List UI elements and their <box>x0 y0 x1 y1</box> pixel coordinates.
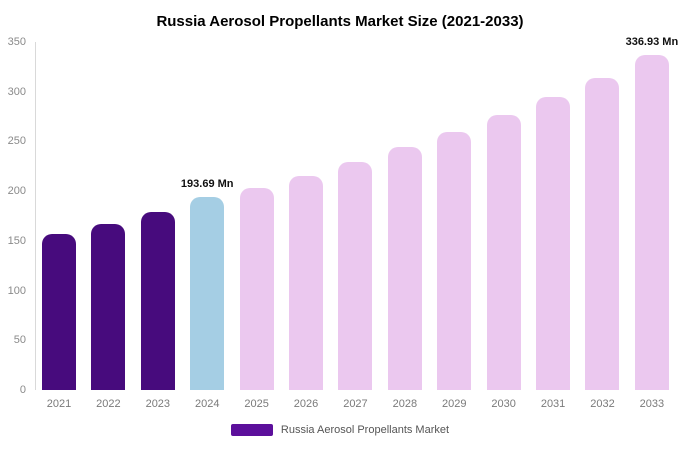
bar-group: 193.69 Mn 2024 <box>181 42 234 410</box>
legend-swatch <box>230 424 273 436</box>
plot-area: 2021 2022 2023 193.69 Mn 2024 2025 2026 2027 202… <box>35 36 679 410</box>
x-tick-label: 2030 <box>491 398 516 410</box>
y-tick-label: 300 <box>7 85 26 98</box>
x-tick-label: 2029 <box>442 398 467 410</box>
bar-group: 2026 <box>289 42 324 410</box>
bar-group: 2028 <box>387 42 422 410</box>
bar-group: 2027 <box>338 42 373 410</box>
bar <box>42 233 76 390</box>
bar-group: 2021 <box>42 42 76 410</box>
bar <box>91 224 126 390</box>
y-axis: 0 50 100 150 200 250 300 350 <box>0 36 30 396</box>
legend-label: Russia Aerosol Propellants Market <box>280 424 450 436</box>
bar <box>387 147 422 390</box>
bar-group: 2032 <box>585 42 620 410</box>
bar <box>140 212 175 390</box>
bar-group: 2023 <box>140 42 175 410</box>
chart-title: Russia Aerosol Propellants Market Size (… <box>156 13 524 30</box>
y-tick-label: 0 <box>19 384 26 396</box>
bar <box>190 197 225 390</box>
bar <box>338 162 373 390</box>
y-tick-label: 50 <box>13 334 26 347</box>
x-tick-label: 2032 <box>590 398 615 410</box>
y-tick-label: 100 <box>7 284 26 297</box>
y-tick-label: 250 <box>7 135 26 148</box>
bar-group: 2030 <box>486 42 521 410</box>
x-tick-label: 2022 <box>96 398 121 410</box>
bar-group: 2031 <box>536 42 571 410</box>
x-tick-label: 2024 <box>194 398 220 410</box>
bar-annotation: 336.93 Mn <box>625 36 679 48</box>
bar <box>239 188 274 390</box>
bar-group: 2025 <box>239 42 274 410</box>
y-tick-label: 150 <box>7 234 26 247</box>
bar <box>486 114 521 390</box>
x-tick-label: 2023 <box>145 398 171 410</box>
bar-group: 336.93 Mn 2033 <box>626 36 679 410</box>
bar <box>585 77 620 390</box>
chart-page: Russia Aerosol Propellants Market Size (… <box>0 12 680 450</box>
x-tick-label: 2026 <box>293 398 319 410</box>
legend: Russia Aerosol Propellants Market <box>0 424 680 436</box>
y-tick-label: 350 <box>7 36 26 48</box>
bar-group: 2029 <box>437 42 472 410</box>
bar-group: 2022 <box>91 42 126 410</box>
x-tick-label: 2021 <box>46 398 72 410</box>
x-tick-label: 2031 <box>540 398 566 410</box>
bar-chart: 0 50 100 150 200 250 300 350 2021 2022 2023 193.69… <box>8 36 679 410</box>
x-tick-label: 2025 <box>244 398 269 410</box>
bar-annotation: 193.69 Mn <box>180 178 234 191</box>
bar <box>437 131 472 390</box>
y-tick-label: 200 <box>7 185 26 198</box>
bar <box>634 55 669 390</box>
x-tick-label: 2027 <box>343 398 368 410</box>
x-tick-label: 2033 <box>639 398 665 410</box>
x-tick-label: 2028 <box>392 398 418 410</box>
bar <box>289 176 324 390</box>
bar <box>536 96 571 390</box>
